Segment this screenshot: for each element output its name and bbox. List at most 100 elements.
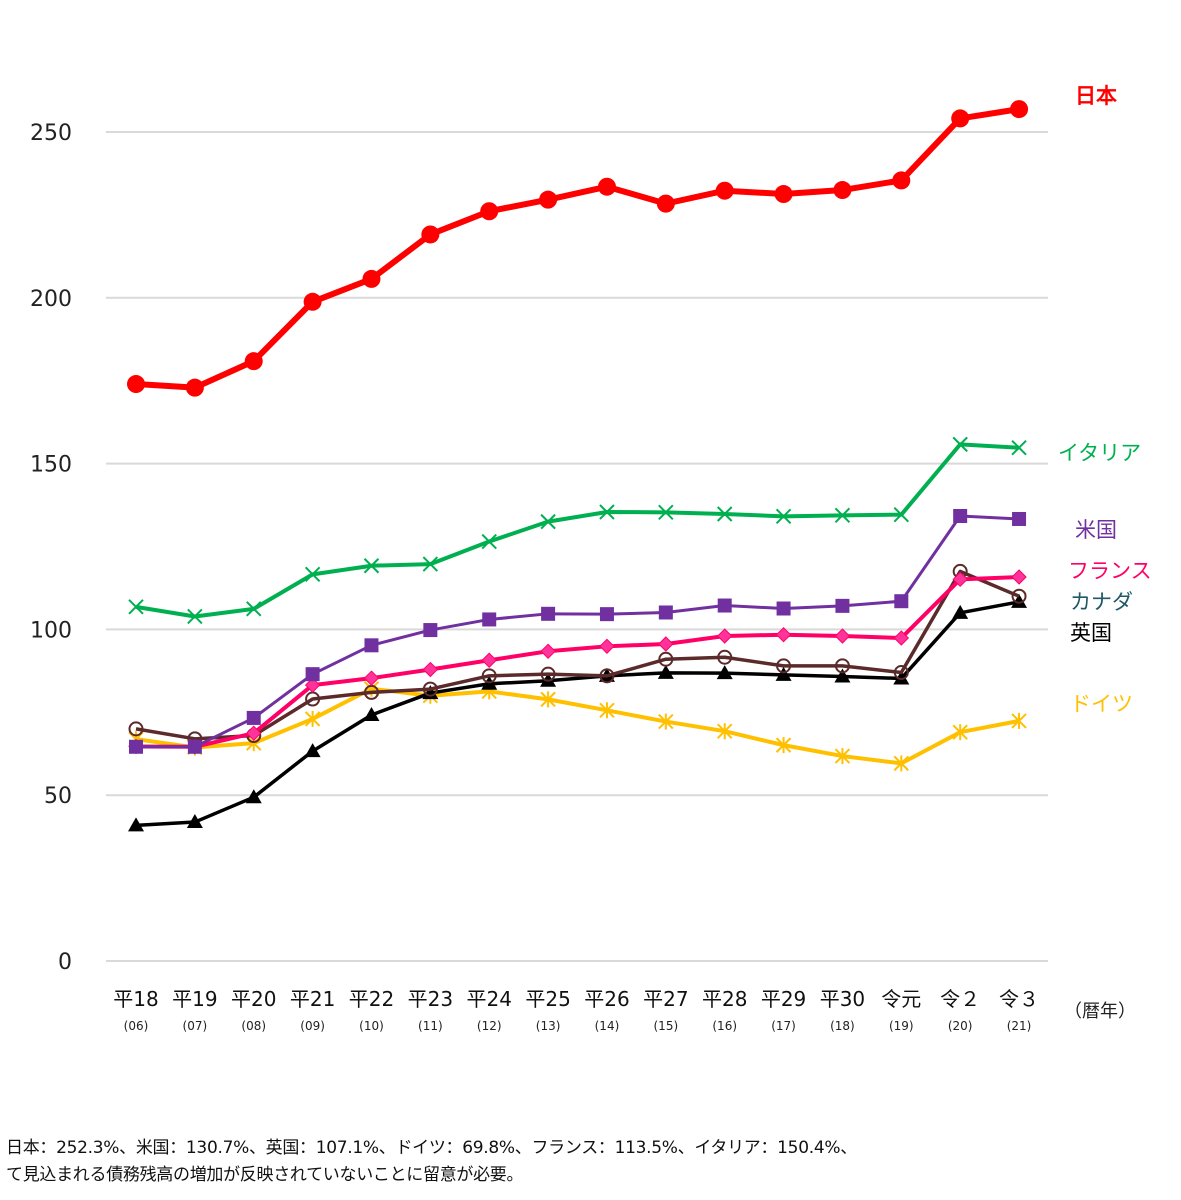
data-point (540, 666, 556, 682)
y-axis-ticks: 0 50 100 150 200 250 (30, 121, 72, 975)
series-label: フランス (1068, 559, 1152, 583)
x-tick-label: 平23 (408, 987, 453, 1011)
data-point (1011, 712, 1027, 729)
data-point (597, 177, 616, 196)
series-label: 英国 (1070, 621, 1112, 645)
data-point (128, 721, 144, 737)
data-point (658, 651, 674, 667)
data-point (893, 506, 910, 523)
x-tick-label: 平29 (761, 987, 806, 1011)
x-tick-sublabel: (10) (359, 1019, 384, 1033)
data-point (539, 190, 558, 209)
data-point (893, 755, 910, 772)
data-point (422, 681, 438, 697)
data-point (953, 508, 968, 523)
data-point (246, 601, 262, 617)
data-point (656, 194, 675, 213)
data-point (540, 643, 556, 659)
series-label: ドイツ (1070, 692, 1133, 716)
x-axis-unit-label: （暦年） (1064, 1001, 1136, 1022)
data-point (715, 181, 734, 200)
data-point (362, 269, 381, 288)
data-point (717, 649, 733, 665)
data-point (304, 743, 321, 758)
data-point (775, 737, 792, 754)
data-point (658, 605, 673, 620)
data-point (305, 667, 320, 682)
y-tick-label: 0 (58, 950, 72, 975)
data-point (481, 668, 497, 684)
x-tick-sublabel: (06) (124, 1019, 149, 1033)
data-point (482, 612, 497, 627)
data-point (1011, 593, 1028, 608)
series-line (135, 575, 1020, 749)
series-circle-line (127, 100, 1029, 397)
data-point (834, 658, 850, 674)
series-layer (127, 100, 1029, 832)
footnote-line-2: て見込まれる債務残高の増加が反映されていないことに留意が必要。 (6, 1165, 524, 1185)
x-tick-label: 平26 (584, 987, 629, 1011)
x-tick-label: 平22 (349, 987, 394, 1011)
x-tick-label: 令２ (940, 987, 980, 1011)
data-point (187, 739, 202, 754)
data-point (658, 636, 674, 652)
data-point (128, 599, 144, 615)
data-point (893, 665, 909, 681)
data-point (481, 652, 497, 668)
series-label: 日本 (1075, 84, 1117, 108)
footnote-line-1: 日本：252.3%、米国：130.7%、英国：107.1%、ドイツ：69.8%、… (6, 1138, 857, 1158)
x-axis-ticks: 平18 (06) 平19 (07) 平20 (08) 平21 (09) 平22 (10) 平23 (1… (113, 987, 1039, 1033)
data-point (599, 638, 615, 655)
data-point (657, 664, 674, 679)
data-point (187, 608, 203, 625)
data-point (775, 626, 792, 643)
data-point (952, 724, 968, 741)
data-point (541, 606, 556, 621)
data-point (835, 598, 850, 613)
x-tick-sublabel: (20) (948, 1019, 973, 1033)
data-point (952, 436, 968, 453)
x-tick-sublabel: (21) (1007, 1019, 1032, 1033)
data-point (716, 665, 733, 680)
series-line (136, 514, 1020, 749)
data-point (422, 556, 439, 572)
series-x-line (128, 436, 1027, 625)
data-point (245, 789, 262, 804)
series-label: カナダ (1070, 590, 1133, 614)
data-point (363, 670, 380, 686)
data-point (893, 670, 910, 685)
data-point (421, 225, 440, 244)
series-open-circle-line (128, 563, 1027, 747)
data-point (481, 533, 497, 550)
data-point (1011, 439, 1027, 456)
data-point (776, 658, 792, 674)
data-point (599, 504, 615, 520)
data-point (952, 571, 968, 588)
y-tick-label: 150 (30, 453, 72, 478)
x-tick-label: 平28 (702, 987, 747, 1011)
data-point (304, 677, 321, 693)
data-point (480, 202, 499, 221)
data-point (129, 739, 143, 754)
data-point (834, 748, 851, 765)
data-point (185, 378, 204, 397)
x-tick-sublabel: (13) (536, 1019, 561, 1033)
data-point (717, 598, 732, 613)
x-tick-label: 平30 (820, 987, 865, 1011)
data-point (893, 630, 910, 646)
data-point (423, 623, 438, 638)
x-tick-label: 平19 (172, 987, 217, 1011)
series-line (135, 106, 1020, 391)
data-point (599, 668, 615, 684)
series-diamond-line (128, 569, 1027, 755)
data-point (304, 710, 321, 727)
data-point (774, 185, 793, 204)
x-tick-sublabel: (17) (771, 1019, 796, 1033)
data-point (599, 607, 614, 622)
x-tick-sublabel: (18) (830, 1019, 855, 1033)
x-tick-sublabel: (19) (889, 1019, 914, 1033)
data-point (363, 558, 380, 574)
y-tick-label: 50 (44, 784, 72, 809)
data-point (1011, 569, 1027, 585)
